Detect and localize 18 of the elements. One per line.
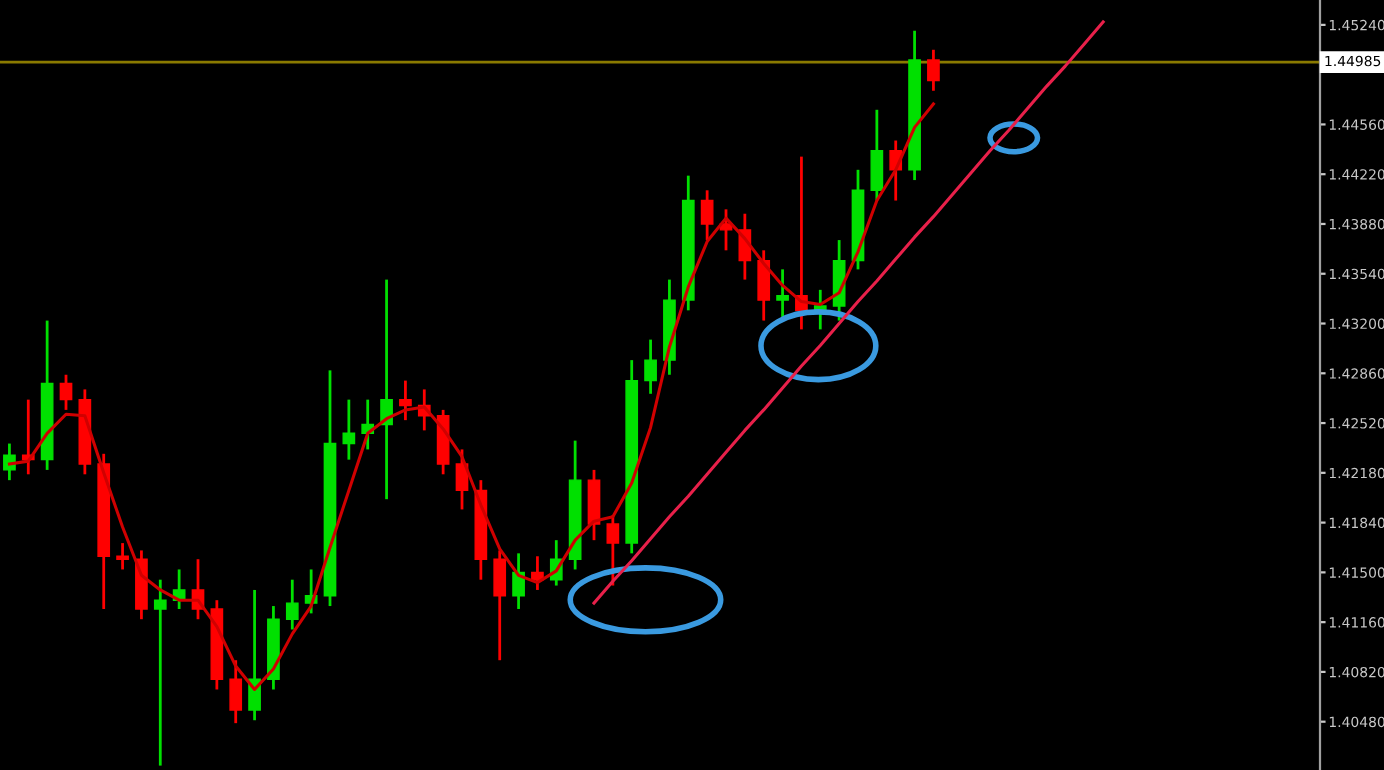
line-series bbox=[592, 20, 1105, 605]
candlestick bbox=[927, 48, 940, 93]
candlestick bbox=[644, 338, 657, 396]
candlestick bbox=[399, 379, 412, 422]
candlestick bbox=[493, 549, 507, 662]
candlestick bbox=[776, 267, 789, 322]
candlestick bbox=[606, 513, 620, 587]
candlestick bbox=[153, 578, 167, 767]
candlestick bbox=[3, 442, 16, 482]
candlestick bbox=[870, 108, 884, 202]
candlestick bbox=[116, 541, 129, 571]
candlestick bbox=[587, 468, 601, 542]
candlestick bbox=[285, 578, 299, 631]
candlestick bbox=[700, 188, 714, 242]
candlestick bbox=[342, 398, 356, 462]
candlestick bbox=[757, 248, 771, 322]
candlestick bbox=[229, 658, 243, 725]
candlestick bbox=[59, 373, 73, 412]
